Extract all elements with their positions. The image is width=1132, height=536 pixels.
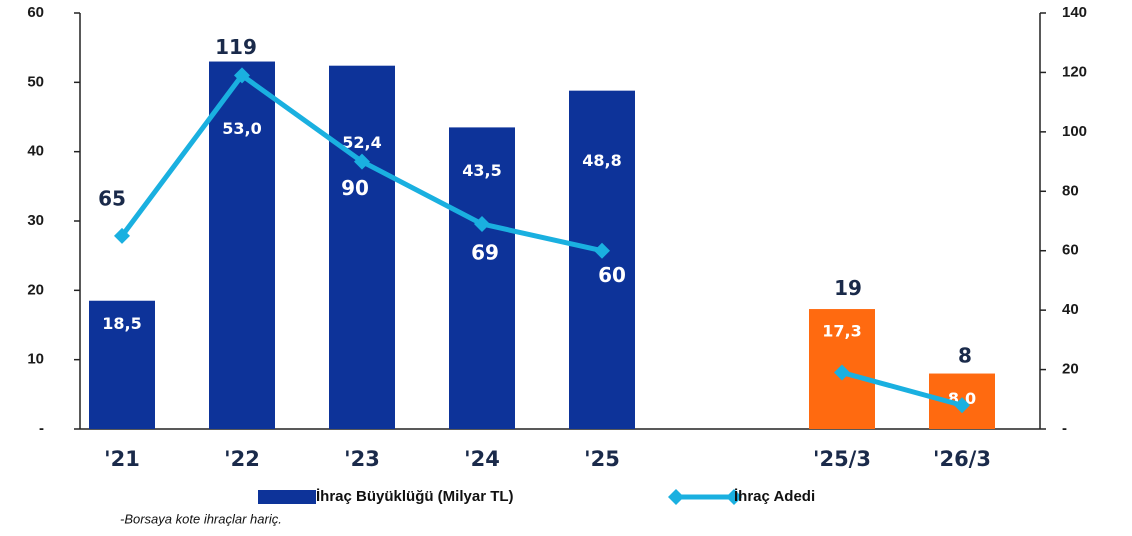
legend-swatch — [258, 490, 316, 504]
y2-tick-label: 60 — [1062, 242, 1079, 259]
y-tick-label: 40 — [27, 143, 44, 160]
line-label: 90 — [341, 176, 369, 200]
y2-tick-label: - — [1062, 420, 1067, 437]
bar-label: 17,3 — [822, 322, 861, 341]
line-label: 19 — [834, 276, 862, 300]
y2-tick-label: 40 — [1062, 301, 1079, 318]
y-tick-label: 30 — [27, 212, 44, 229]
line-marker — [594, 242, 610, 259]
bar — [449, 127, 515, 430]
x-tick-label: '25/3 — [813, 447, 871, 471]
y2-tick-label: 80 — [1062, 182, 1079, 199]
y2-tick-label: 100 — [1062, 123, 1087, 140]
bar-label: 48,8 — [582, 151, 621, 170]
line-marker — [354, 153, 370, 170]
y2-tick-label: 20 — [1062, 361, 1079, 378]
bar — [89, 300, 155, 429]
y-tick-label: 10 — [27, 351, 44, 368]
y2-tick-label: 120 — [1062, 63, 1087, 80]
bar-label: 52,4 — [342, 133, 381, 152]
x-tick-label: '23 — [344, 447, 380, 471]
line-marker — [234, 67, 250, 84]
line-marker — [834, 364, 850, 381]
legend-label: İhraç Adedi — [734, 488, 815, 505]
legend-marker — [726, 489, 742, 505]
line-marker — [954, 397, 970, 414]
legend-marker — [668, 489, 684, 505]
note: -Borsaya kote ihraçlar hariç. — [120, 511, 282, 526]
y2-tick-label: 140 — [1062, 4, 1087, 21]
bar-label: 18,5 — [102, 314, 141, 333]
line-marker — [114, 227, 130, 244]
y-tick-label: 50 — [27, 73, 44, 90]
x-tick-label: '25 — [584, 447, 620, 471]
line-label: 60 — [598, 263, 626, 287]
line-label: 69 — [471, 240, 499, 264]
legend-label: İhraç Büyüklüğü (Milyar TL) — [316, 488, 514, 505]
line-label: 119 — [215, 35, 257, 59]
y-tick-label: - — [39, 420, 44, 437]
bar-label: 43,5 — [462, 161, 501, 180]
y-tick-label: 20 — [27, 281, 44, 298]
line-label: 8 — [958, 344, 972, 368]
line-label: 65 — [98, 186, 126, 210]
x-tick-label: '22 — [224, 447, 260, 471]
bar-label: 53,0 — [222, 119, 261, 138]
y-tick-label: 60 — [27, 4, 44, 21]
bar — [569, 90, 635, 430]
bar — [209, 61, 275, 430]
bar — [329, 65, 395, 430]
x-tick-label: '26/3 — [933, 447, 991, 471]
line-marker — [474, 215, 490, 232]
x-tick-label: '24 — [464, 447, 500, 471]
x-tick-label: '21 — [104, 447, 140, 471]
